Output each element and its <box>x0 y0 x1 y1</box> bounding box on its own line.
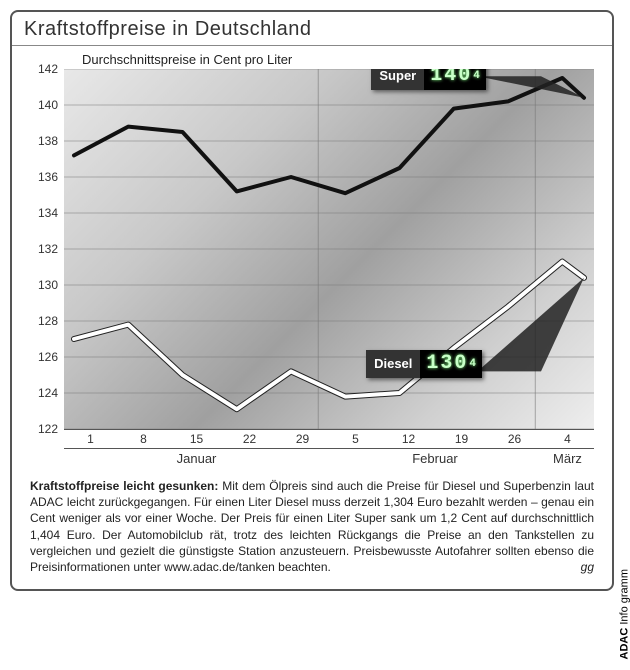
x-tick-label: 26 <box>488 429 541 446</box>
x-axis: 1815222951219264 JanuarFebruarMärz <box>64 429 594 466</box>
caption-text: Mit dem Ölpreis sind auch die Preise für… <box>30 479 594 574</box>
y-tick-label: 130 <box>38 278 58 292</box>
page-title: Kraftstoffpreise in Deutschland <box>12 12 612 46</box>
y-tick-label: 138 <box>38 134 58 148</box>
y-tick-label: 132 <box>38 242 58 256</box>
caption-bold: Kraftstoffpreise leicht gesunken: <box>30 479 218 493</box>
badge-label-diesel: Diesel <box>366 350 420 378</box>
x-tick-label: 15 <box>170 429 223 446</box>
badge-sup-super: 4 <box>473 70 482 82</box>
price-badge-super: Super 1404 <box>371 69 485 90</box>
x-tick-label: 29 <box>276 429 329 446</box>
x-ticks: 1815222951219264 <box>64 429 594 446</box>
logo-bold: ADAC <box>618 628 630 660</box>
y-tick-label: 128 <box>38 314 58 328</box>
series-lines <box>64 69 594 429</box>
y-tick-label: 124 <box>38 386 58 400</box>
y-axis: 122124126128130132134136138140142 <box>22 69 62 429</box>
adac-logo: ADAC Info gramm <box>618 569 630 659</box>
x-tick-label: 19 <box>435 429 488 446</box>
x-month-label: Februar <box>329 448 541 466</box>
badge-digits-super: 1404 <box>424 69 486 90</box>
badge-sup-diesel: 4 <box>469 358 478 370</box>
badge-label-super: Super <box>371 69 424 90</box>
plot-area: Super 1404 Diesel 1304 <box>64 69 594 429</box>
x-tick-label: 12 <box>382 429 435 446</box>
y-tick-label: 134 <box>38 206 58 220</box>
infographic-frame: Kraftstoffpreise in Deutschland Durchsch… <box>10 10 614 591</box>
x-months: JanuarFebruarMärz <box>64 448 594 466</box>
y-tick-label: 136 <box>38 170 58 184</box>
x-tick-label: 5 <box>329 429 382 446</box>
x-tick-label: 8 <box>117 429 170 446</box>
caption: Kraftstoffpreise leicht gesunken: Mit de… <box>30 478 594 575</box>
y-tick-label: 122 <box>38 422 58 436</box>
x-month-label: März <box>541 448 594 466</box>
badge-value-diesel: 130 <box>426 352 468 375</box>
badge-value-super: 140 <box>430 69 472 87</box>
x-tick-label: 22 <box>223 429 276 446</box>
x-tick-label: 1 <box>64 429 117 446</box>
y-tick-label: 142 <box>38 62 58 76</box>
caption-signature: gg <box>581 559 594 575</box>
chart: 122124126128130132134136138140142 Super … <box>22 69 602 466</box>
badge-digits-diesel: 1304 <box>420 350 482 378</box>
y-tick-label: 140 <box>38 98 58 112</box>
chart-subtitle: Durchschnittspreise in Cent pro Liter <box>82 52 612 67</box>
logo-rest: Info gramm <box>618 569 630 628</box>
price-badge-diesel: Diesel 1304 <box>366 350 482 378</box>
y-tick-label: 126 <box>38 350 58 364</box>
x-tick-label: 4 <box>541 429 594 446</box>
x-month-label: Januar <box>64 448 329 466</box>
